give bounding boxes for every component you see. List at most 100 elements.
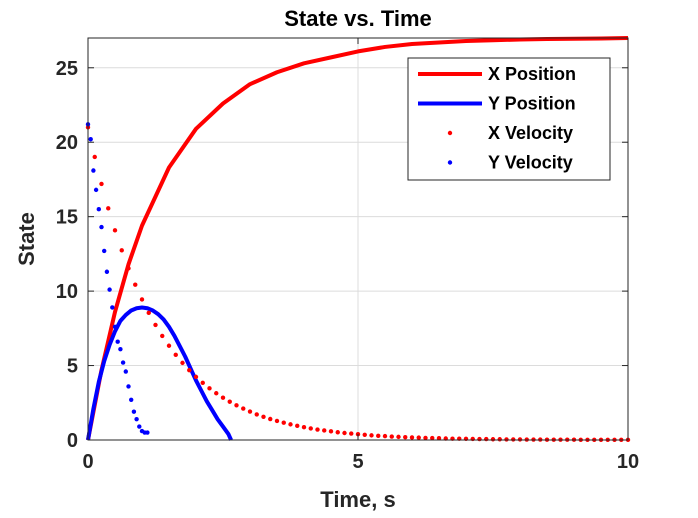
data-point-x-velocity <box>335 430 340 435</box>
data-point-x-velocity <box>133 282 138 287</box>
data-point-y-velocity <box>131 409 137 414</box>
data-point-x-velocity <box>423 435 428 441</box>
data-point-x-velocity <box>119 248 124 253</box>
data-point-x-velocity <box>241 406 246 411</box>
data-point-x-velocity <box>99 181 104 187</box>
data-point-x-velocity <box>214 391 219 396</box>
data-point-x-velocity <box>511 437 516 442</box>
data-point-x-velocity <box>173 352 178 358</box>
data-point-x-velocity <box>112 228 118 233</box>
data-point-y-velocity <box>88 137 93 142</box>
data-point-x-velocity <box>261 414 266 419</box>
data-point-y-velocity <box>126 384 131 389</box>
data-point-x-velocity <box>490 437 496 442</box>
y-tick-label: 0 <box>67 430 78 452</box>
x-axis-label: Time, s <box>320 487 395 512</box>
data-point-x-velocity <box>180 360 185 366</box>
data-point-x-velocity <box>308 426 313 431</box>
legend-box <box>407 57 611 181</box>
data-point-x-velocity <box>92 154 97 160</box>
data-point-x-velocity <box>322 428 327 433</box>
legend-label: Y Position <box>488 94 576 114</box>
data-point-x-velocity <box>187 367 192 373</box>
data-point-x-velocity <box>146 310 151 316</box>
data-point-x-velocity <box>281 420 286 425</box>
legend-entry: Y Position <box>418 94 576 114</box>
y-tick-label: 10 <box>56 281 78 303</box>
legend-swatch-dot <box>447 130 453 136</box>
data-point-y-velocity <box>93 187 99 193</box>
data-point-y-velocity <box>118 346 123 352</box>
data-point-x-velocity <box>207 386 212 391</box>
legend-entry: X Position <box>418 64 576 84</box>
legend-swatch-dot <box>447 160 453 165</box>
series-layer <box>85 36 631 443</box>
data-point-x-velocity <box>409 435 415 440</box>
data-point-y-velocity <box>107 287 112 292</box>
y-tick-label: 15 <box>56 207 78 229</box>
legend-entry: X Velocity <box>447 123 573 143</box>
data-point-x-velocity <box>517 437 523 442</box>
x-tick-label: 5 <box>352 451 363 473</box>
data-point-x-velocity <box>382 433 388 439</box>
y-tick-label: 5 <box>67 356 78 378</box>
y-tick-label: 20 <box>56 132 78 154</box>
data-point-y-velocity <box>129 397 134 402</box>
data-point-x-velocity <box>403 434 408 440</box>
data-point-x-velocity <box>139 297 145 302</box>
legend-label: X Velocity <box>488 123 573 143</box>
data-point-y-velocity <box>102 248 107 254</box>
data-point-x-velocity <box>315 427 320 432</box>
series-line-y-position <box>86 305 233 441</box>
y-axis-label: State <box>14 212 39 266</box>
data-point-x-velocity <box>301 425 307 430</box>
x-tick-label: 0 <box>82 451 93 473</box>
data-point-x-velocity <box>497 437 502 442</box>
data-point-x-velocity <box>288 422 293 427</box>
data-point-y-velocity <box>96 207 102 212</box>
data-point-x-velocity <box>416 435 421 440</box>
data-point-y-velocity <box>104 269 110 274</box>
data-point-x-velocity <box>430 435 435 441</box>
data-point-x-velocity <box>106 206 111 211</box>
data-point-y-velocity <box>115 339 120 344</box>
data-point-x-velocity <box>254 412 259 417</box>
data-point-x-velocity <box>504 437 509 442</box>
data-point-x-velocity <box>234 403 239 408</box>
data-point-x-velocity <box>153 322 158 328</box>
data-point-x-velocity <box>274 418 280 424</box>
y-tick-label: 25 <box>56 58 78 80</box>
data-point-y-velocity <box>123 369 128 374</box>
data-point-x-velocity <box>126 266 131 271</box>
data-point-x-velocity <box>193 374 199 380</box>
data-point-x-velocity <box>376 433 381 439</box>
data-point-x-velocity <box>160 333 165 339</box>
data-point-y-velocity <box>145 430 150 435</box>
data-point-x-velocity <box>436 436 442 441</box>
data-point-x-velocity <box>328 429 334 434</box>
data-point-x-velocity <box>362 432 367 437</box>
legend-label: Y Velocity <box>488 153 573 173</box>
data-point-x-velocity <box>295 423 300 429</box>
data-point-y-velocity <box>120 360 126 365</box>
data-point-x-velocity <box>477 436 482 442</box>
data-point-y-velocity <box>110 305 115 310</box>
data-point-y-velocity <box>112 324 118 330</box>
x-tick-label: 10 <box>617 451 639 473</box>
data-point-x-velocity <box>349 431 354 436</box>
series-line-x-position <box>86 36 629 441</box>
chart-title: State vs. Time <box>284 6 432 31</box>
data-point-y-velocity <box>91 168 96 173</box>
data-point-y-velocity <box>99 224 104 230</box>
legend-label: X Position <box>488 64 576 84</box>
data-point-y-velocity <box>134 416 139 422</box>
data-point-x-velocity <box>342 430 347 436</box>
data-point-x-velocity <box>166 343 172 348</box>
data-point-x-velocity <box>268 416 273 422</box>
data-point-x-velocity <box>369 433 374 438</box>
legend: X Position Y Position X Velocity Y Velocity <box>407 57 611 181</box>
data-point-y-velocity <box>137 424 142 429</box>
data-point-x-velocity <box>227 399 232 404</box>
